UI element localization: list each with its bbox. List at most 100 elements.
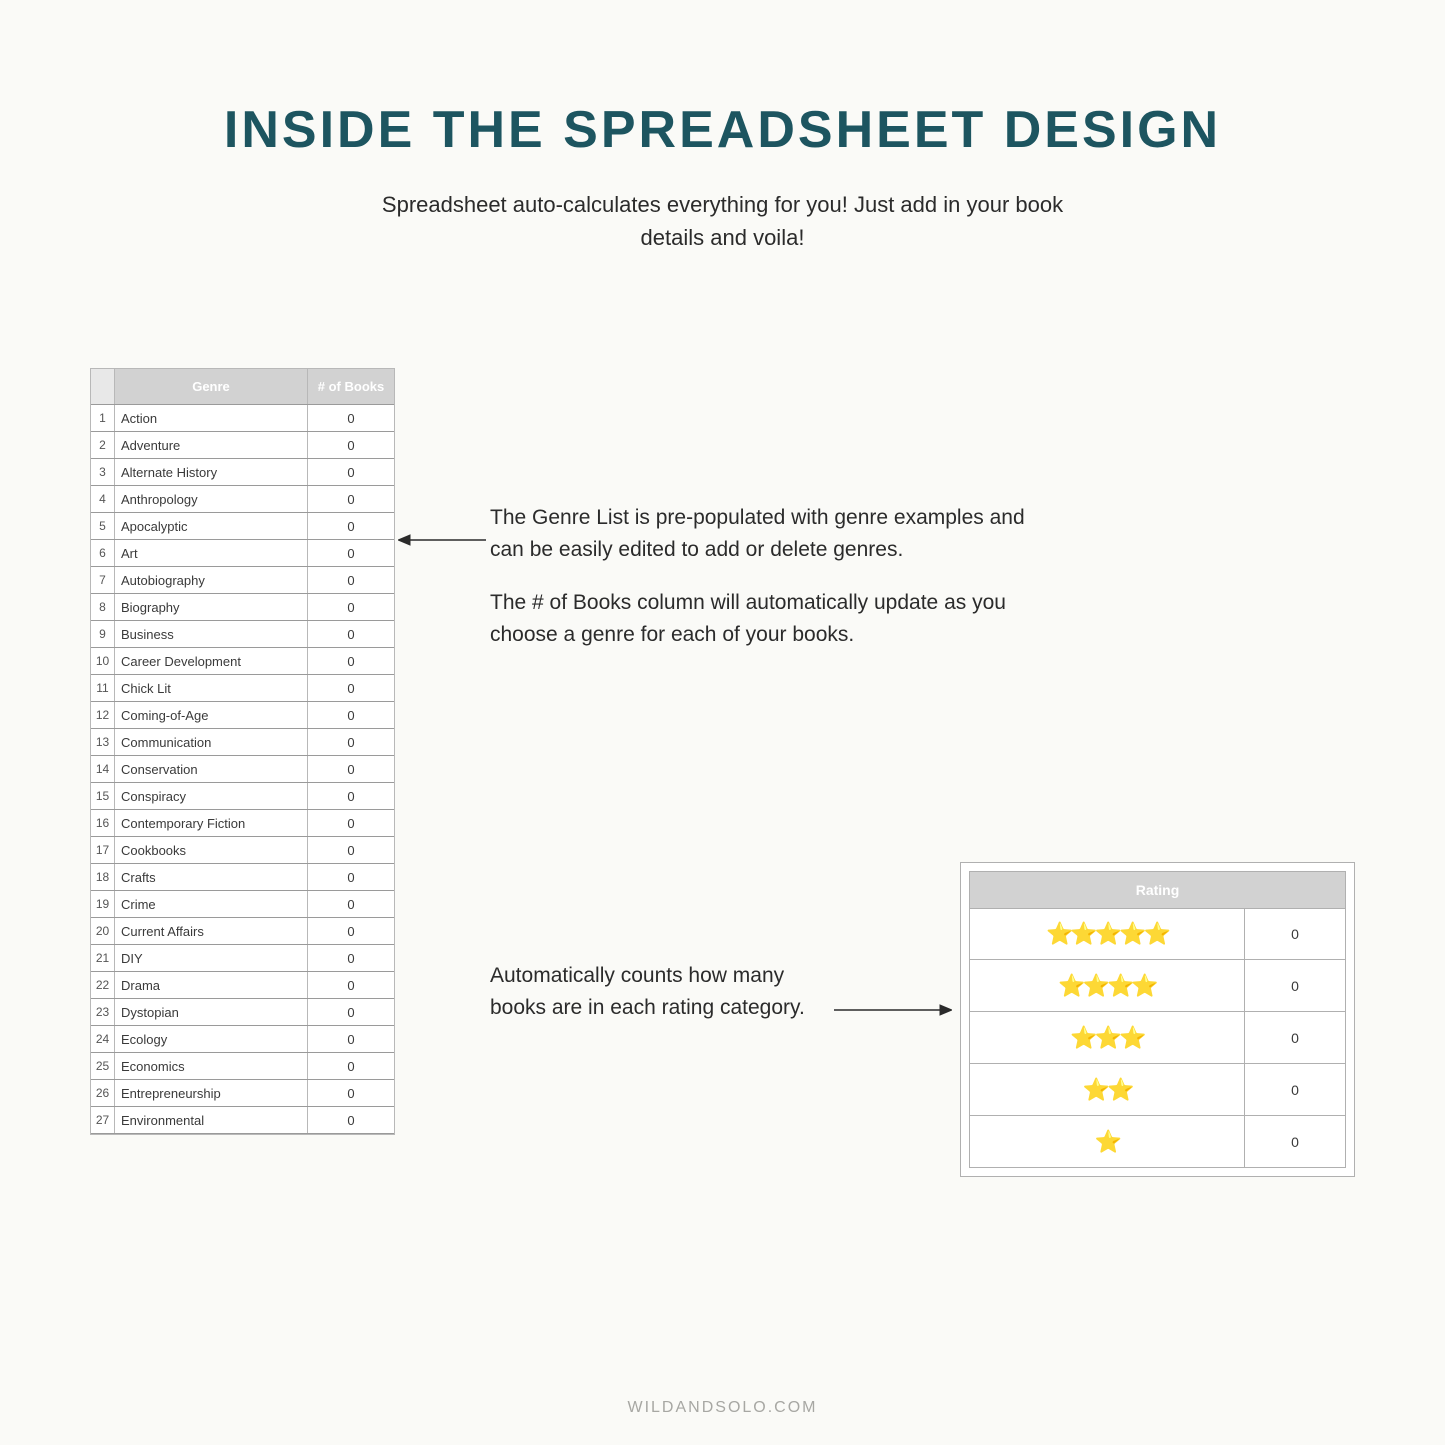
table-row: 18Crafts0	[91, 864, 394, 891]
genre-count: 0	[308, 810, 394, 836]
genre-name: Drama	[115, 972, 308, 998]
genre-table: Genre # of Books 1Action02Adventure03Alt…	[90, 368, 395, 1135]
row-number: 23	[91, 999, 115, 1025]
table-row: 3Alternate History0	[91, 459, 394, 486]
genre-count: 0	[308, 432, 394, 458]
genre-count: 0	[308, 1026, 394, 1052]
genre-header-genre: Genre	[115, 369, 308, 404]
genre-count: 0	[308, 756, 394, 782]
rating-stars: ⭐	[970, 1116, 1245, 1167]
genre-name: DIY	[115, 945, 308, 971]
genre-count: 0	[308, 729, 394, 755]
table-row: 27Environmental0	[91, 1107, 394, 1134]
row-number: 8	[91, 594, 115, 620]
genre-name: Career Development	[115, 648, 308, 674]
table-row: 22Drama0	[91, 972, 394, 999]
genre-name: Chick Lit	[115, 675, 308, 701]
genre-count: 0	[308, 540, 394, 566]
genre-name: Contemporary Fiction	[115, 810, 308, 836]
genre-count: 0	[308, 486, 394, 512]
table-row: ⭐0	[969, 1116, 1346, 1168]
table-row: 5Apocalyptic0	[91, 513, 394, 540]
row-number: 20	[91, 918, 115, 944]
table-row: 4Anthropology0	[91, 486, 394, 513]
genre-callout-p2: The # of Books column will automatically…	[490, 587, 1030, 650]
rating-count: 0	[1245, 1082, 1345, 1098]
genre-count: 0	[308, 1107, 394, 1133]
row-number: 25	[91, 1053, 115, 1079]
genre-count: 0	[308, 837, 394, 863]
table-row: 10Career Development0	[91, 648, 394, 675]
row-number: 22	[91, 972, 115, 998]
genre-name: Adventure	[115, 432, 308, 458]
genre-count: 0	[308, 675, 394, 701]
genre-name: Environmental	[115, 1107, 308, 1133]
arrow-to-rating-table	[832, 1000, 952, 1020]
table-row: ⭐⭐⭐0	[969, 1012, 1346, 1064]
table-row: 24Ecology0	[91, 1026, 394, 1053]
table-row: ⭐⭐⭐⭐⭐0	[969, 908, 1346, 960]
genre-name: Crafts	[115, 864, 308, 890]
arrow-to-genre-table	[398, 530, 488, 550]
genre-name: Communication	[115, 729, 308, 755]
genre-count: 0	[308, 1080, 394, 1106]
table-row: 2Adventure0	[91, 432, 394, 459]
genre-count: 0	[308, 891, 394, 917]
row-number: 14	[91, 756, 115, 782]
page-title: INSIDE THE SPREADSHEET DESIGN	[0, 0, 1445, 160]
table-row: 23Dystopian0	[91, 999, 394, 1026]
genre-count: 0	[308, 972, 394, 998]
row-number: 4	[91, 486, 115, 512]
row-number: 17	[91, 837, 115, 863]
row-number: 9	[91, 621, 115, 647]
genre-name: Action	[115, 405, 308, 431]
table-row: 9Business0	[91, 621, 394, 648]
table-row: 20Current Affairs0	[91, 918, 394, 945]
genre-callout-p1: The Genre List is pre-populated with gen…	[490, 502, 1030, 565]
table-row: ⭐⭐0	[969, 1064, 1346, 1116]
rating-callout: Automatically counts how many books are …	[490, 960, 820, 1023]
genre-count: 0	[308, 945, 394, 971]
table-row: ⭐⭐⭐⭐0	[969, 960, 1346, 1012]
table-row: 1Action0	[91, 405, 394, 432]
row-number: 18	[91, 864, 115, 890]
genre-count: 0	[308, 459, 394, 485]
genre-name: Current Affairs	[115, 918, 308, 944]
row-number: 10	[91, 648, 115, 674]
table-row: 21DIY0	[91, 945, 394, 972]
table-row: 12Coming-of-Age0	[91, 702, 394, 729]
rating-count: 0	[1245, 1134, 1345, 1150]
row-number: 1	[91, 405, 115, 431]
genre-name: Alternate History	[115, 459, 308, 485]
genre-name: Conservation	[115, 756, 308, 782]
rating-count: 0	[1245, 978, 1345, 994]
genre-count: 0	[308, 918, 394, 944]
row-number: 7	[91, 567, 115, 593]
rating-stars: ⭐⭐⭐⭐⭐	[970, 909, 1245, 959]
rating-stars: ⭐⭐	[970, 1064, 1245, 1115]
genre-name: Dystopian	[115, 999, 308, 1025]
genre-count: 0	[308, 594, 394, 620]
genre-name: Anthropology	[115, 486, 308, 512]
genre-count: 0	[308, 567, 394, 593]
table-row: 26Entrepreneurship0	[91, 1080, 394, 1107]
genre-count: 0	[308, 621, 394, 647]
row-number: 21	[91, 945, 115, 971]
row-number: 26	[91, 1080, 115, 1106]
genre-name: Biography	[115, 594, 308, 620]
genre-table-header: Genre # of Books	[91, 369, 394, 405]
rating-table: Rating ⭐⭐⭐⭐⭐0⭐⭐⭐⭐0⭐⭐⭐0⭐⭐0⭐0	[960, 862, 1355, 1177]
rating-count: 0	[1245, 926, 1345, 942]
genre-count: 0	[308, 783, 394, 809]
page-subtitle: Spreadsheet auto-calculates everything f…	[373, 188, 1073, 254]
table-row: 15Conspiracy0	[91, 783, 394, 810]
genre-name: Conspiracy	[115, 783, 308, 809]
genre-name: Coming-of-Age	[115, 702, 308, 728]
row-number: 27	[91, 1107, 115, 1133]
genre-name: Economics	[115, 1053, 308, 1079]
genre-count: 0	[308, 648, 394, 674]
table-row: 19Crime0	[91, 891, 394, 918]
genre-name: Cookbooks	[115, 837, 308, 863]
genre-count: 0	[308, 1053, 394, 1079]
genre-name: Art	[115, 540, 308, 566]
